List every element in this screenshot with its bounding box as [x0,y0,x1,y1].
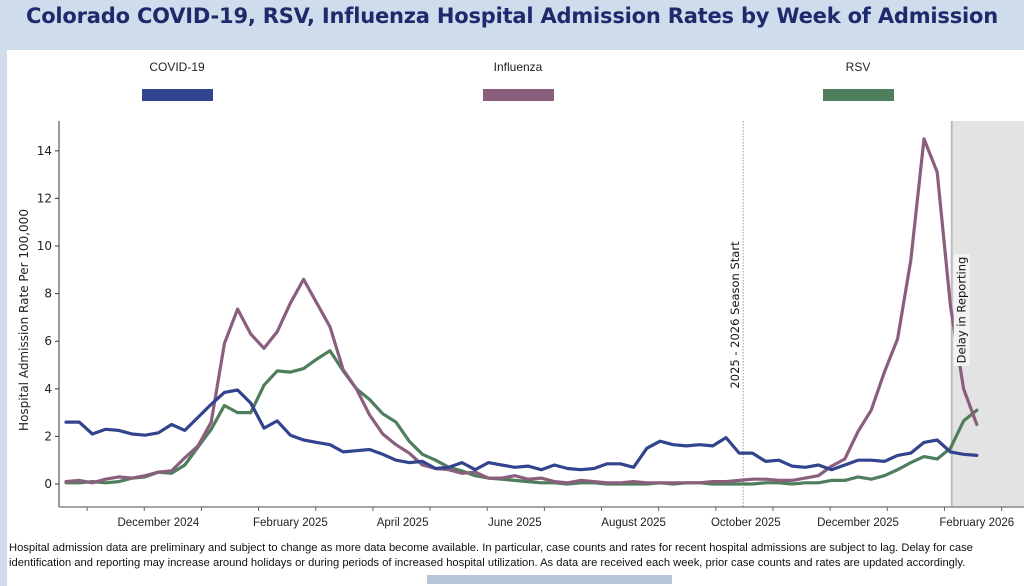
horizontal-scrollbar[interactable] [427,575,672,584]
legend-label-covid: COVID-19 [149,60,205,74]
y-tick-label: 14 [37,144,52,158]
legend-item-rsv[interactable]: RSV [808,60,908,101]
y-tick-label: 0 [44,477,52,491]
x-tick-label: December 2025 [817,517,899,529]
x-tick-label: February 2026 [939,517,1014,529]
x-tick-label: August 2025 [601,517,666,529]
legend-swatch-covid [141,89,213,101]
x-tick-label: February 2025 [253,517,328,529]
legend-swatch-influenza [482,89,554,101]
footnote: Hospital admission data are preliminary … [9,542,973,570]
legend-label-rsv: RSV [845,60,871,74]
x-tick-label: June 2025 [488,517,542,529]
y-axis-title: Hospital Admission Rate Per 100,000 [17,209,31,431]
y-tick-label: 2 [44,429,52,443]
x-tick-label: April 2025 [377,517,429,529]
chart-panel: COVID-19 Influenza RSV [7,50,1024,586]
legend-swatch-rsv [822,89,894,101]
y-tick-label: 12 [37,191,52,205]
series-line-covid-19[interactable] [64,388,979,472]
delay-label: Delay in Reporting [955,257,969,364]
y-tick-label: 6 [44,334,52,348]
legend-item-influenza[interactable]: Influenza [468,60,568,101]
y-tick-label: 4 [44,382,52,396]
y-tick-label: 8 [44,287,52,301]
x-tick-label: December 2024 [117,517,199,529]
chart-title: Colorado COVID-19, RSV, Influenza Hospit… [25,4,998,28]
series-line-rsv[interactable] [64,349,979,486]
legend-label-influenza: Influenza [493,60,543,74]
y-tick-label: 10 [37,239,52,253]
legend-item-covid[interactable]: COVID-19 [127,60,227,101]
x-tick-label: October 2025 [711,517,781,529]
delay-label-background [953,254,970,366]
season-start-label: 2025 - 2026 Season Start [728,241,742,389]
series-line-influenza[interactable] [64,137,979,485]
